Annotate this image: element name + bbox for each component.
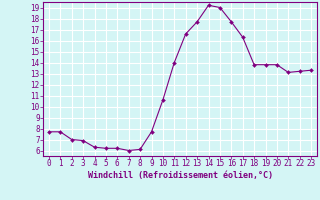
X-axis label: Windchill (Refroidissement éolien,°C): Windchill (Refroidissement éolien,°C) — [87, 171, 273, 180]
